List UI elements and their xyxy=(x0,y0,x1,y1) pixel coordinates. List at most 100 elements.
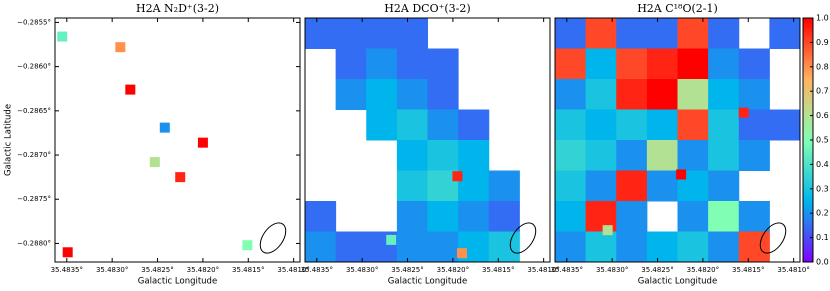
map-cell xyxy=(555,140,587,171)
map-cell xyxy=(427,48,459,80)
map-cell xyxy=(427,201,459,232)
map-cell xyxy=(616,231,648,262)
colorbar-swatch xyxy=(803,104,813,107)
x-tick-label: 35.4815° xyxy=(232,266,264,274)
colorbar-swatch xyxy=(803,244,813,247)
panel xyxy=(555,18,800,262)
colorbar-tick-label: 0.3 xyxy=(816,184,829,193)
x-tick-label: 35.4835° xyxy=(51,266,83,274)
map-spot xyxy=(452,171,463,182)
colorbar-swatch xyxy=(803,60,813,63)
beam xyxy=(509,222,537,254)
panel xyxy=(57,31,253,258)
colorbar-swatch xyxy=(803,134,813,137)
map-cell xyxy=(677,231,709,262)
beam xyxy=(259,222,287,254)
colorbar-swatch xyxy=(803,68,813,71)
colorbar-swatch xyxy=(803,200,813,203)
map-cell xyxy=(646,109,678,141)
colorbar-swatch xyxy=(803,132,813,135)
colorbar-swatch xyxy=(803,178,813,181)
colorbar-swatch xyxy=(803,94,813,97)
colorbar-swatch xyxy=(803,156,813,159)
map-cell xyxy=(335,79,367,110)
map-cell xyxy=(769,109,800,141)
colorbar-swatch xyxy=(803,108,813,111)
colorbar-swatch xyxy=(803,52,813,55)
colorbar-swatch xyxy=(803,152,813,155)
colorbar-swatch xyxy=(803,130,813,133)
x-tick-label: 35.4830° xyxy=(96,266,128,274)
colorbar-tick-label: 0.9 xyxy=(816,38,829,47)
map-cell xyxy=(555,170,587,202)
colorbar-tick-label: 1.0 xyxy=(816,14,829,23)
y-tick-label: −0.2865° xyxy=(17,107,51,115)
map-cell xyxy=(396,201,428,232)
colorbar-swatch xyxy=(803,232,813,235)
map-cell xyxy=(616,48,648,80)
x-axis-label: Galactic Longitude xyxy=(388,277,467,287)
colorbar-swatch xyxy=(803,78,813,81)
colorbar-swatch xyxy=(803,22,813,25)
colorbar-swatch xyxy=(803,246,813,249)
map-cell xyxy=(585,79,617,110)
map-cell xyxy=(585,170,617,202)
map-spot xyxy=(676,169,687,180)
colorbar-swatch xyxy=(803,238,813,241)
colorbar-swatch xyxy=(803,180,813,183)
colorbar-swatch xyxy=(803,54,813,57)
colorbar-swatch xyxy=(803,74,813,77)
colorbar-swatch xyxy=(803,128,813,131)
map-cell xyxy=(585,48,617,80)
colorbar-swatch xyxy=(803,148,813,151)
colorbar-swatch xyxy=(803,198,813,201)
map-cell xyxy=(555,201,587,232)
colorbar-swatch xyxy=(803,120,813,123)
map-cell xyxy=(555,48,587,80)
colorbar-swatch xyxy=(803,222,813,225)
map-cell xyxy=(646,18,678,49)
colorbar-tick-label: 0.6 xyxy=(816,111,829,120)
map-cell xyxy=(396,18,428,49)
colorbar-swatch xyxy=(803,164,813,167)
map-cell xyxy=(708,109,740,141)
colorbar-swatch xyxy=(803,112,813,115)
colorbar-swatch xyxy=(803,220,813,223)
x-tick-label: 35.4830° xyxy=(596,266,628,274)
x-tick-label: 35.4810° xyxy=(277,266,309,274)
colorbar-swatch xyxy=(803,92,813,95)
x-axis-label: Galactic Longitude xyxy=(638,277,717,287)
colorbar-tick-label: 0.0 xyxy=(816,258,829,267)
map-spot xyxy=(197,137,208,148)
colorbar-swatch xyxy=(803,110,813,113)
colorbar-swatch xyxy=(803,102,813,105)
x-tick-label: 35.4810° xyxy=(527,266,559,274)
panel-title: H2A DCO⁺(3-2) xyxy=(384,2,470,15)
map-cell xyxy=(305,231,337,262)
map-cell xyxy=(396,140,428,171)
map-cell xyxy=(366,79,398,110)
colorbar-swatch xyxy=(803,118,813,121)
colorbar-swatch xyxy=(803,256,813,259)
map-cell xyxy=(646,79,678,110)
colorbar-swatch xyxy=(803,80,813,83)
colorbar-swatch xyxy=(803,218,813,221)
y-axis-label: Galactic Latitude xyxy=(4,104,14,176)
map-spot xyxy=(386,234,397,245)
map-spot xyxy=(62,247,73,258)
colorbar-swatch xyxy=(803,254,813,257)
colorbar-swatch xyxy=(803,40,813,43)
map-cell xyxy=(335,231,367,262)
colorbar-swatch xyxy=(803,208,813,211)
colorbar-swatch xyxy=(803,176,813,179)
map-cell xyxy=(738,79,770,110)
colorbar-swatch xyxy=(803,84,813,87)
x-tick-label: 35.4820° xyxy=(187,266,219,274)
colorbar-swatch xyxy=(803,250,813,253)
map-cell xyxy=(738,231,770,262)
beam xyxy=(759,222,787,254)
colorbar-swatch xyxy=(803,28,813,31)
colorbar-swatch xyxy=(803,258,813,261)
colorbar-swatch xyxy=(803,138,813,141)
colorbar-swatch xyxy=(803,162,813,165)
